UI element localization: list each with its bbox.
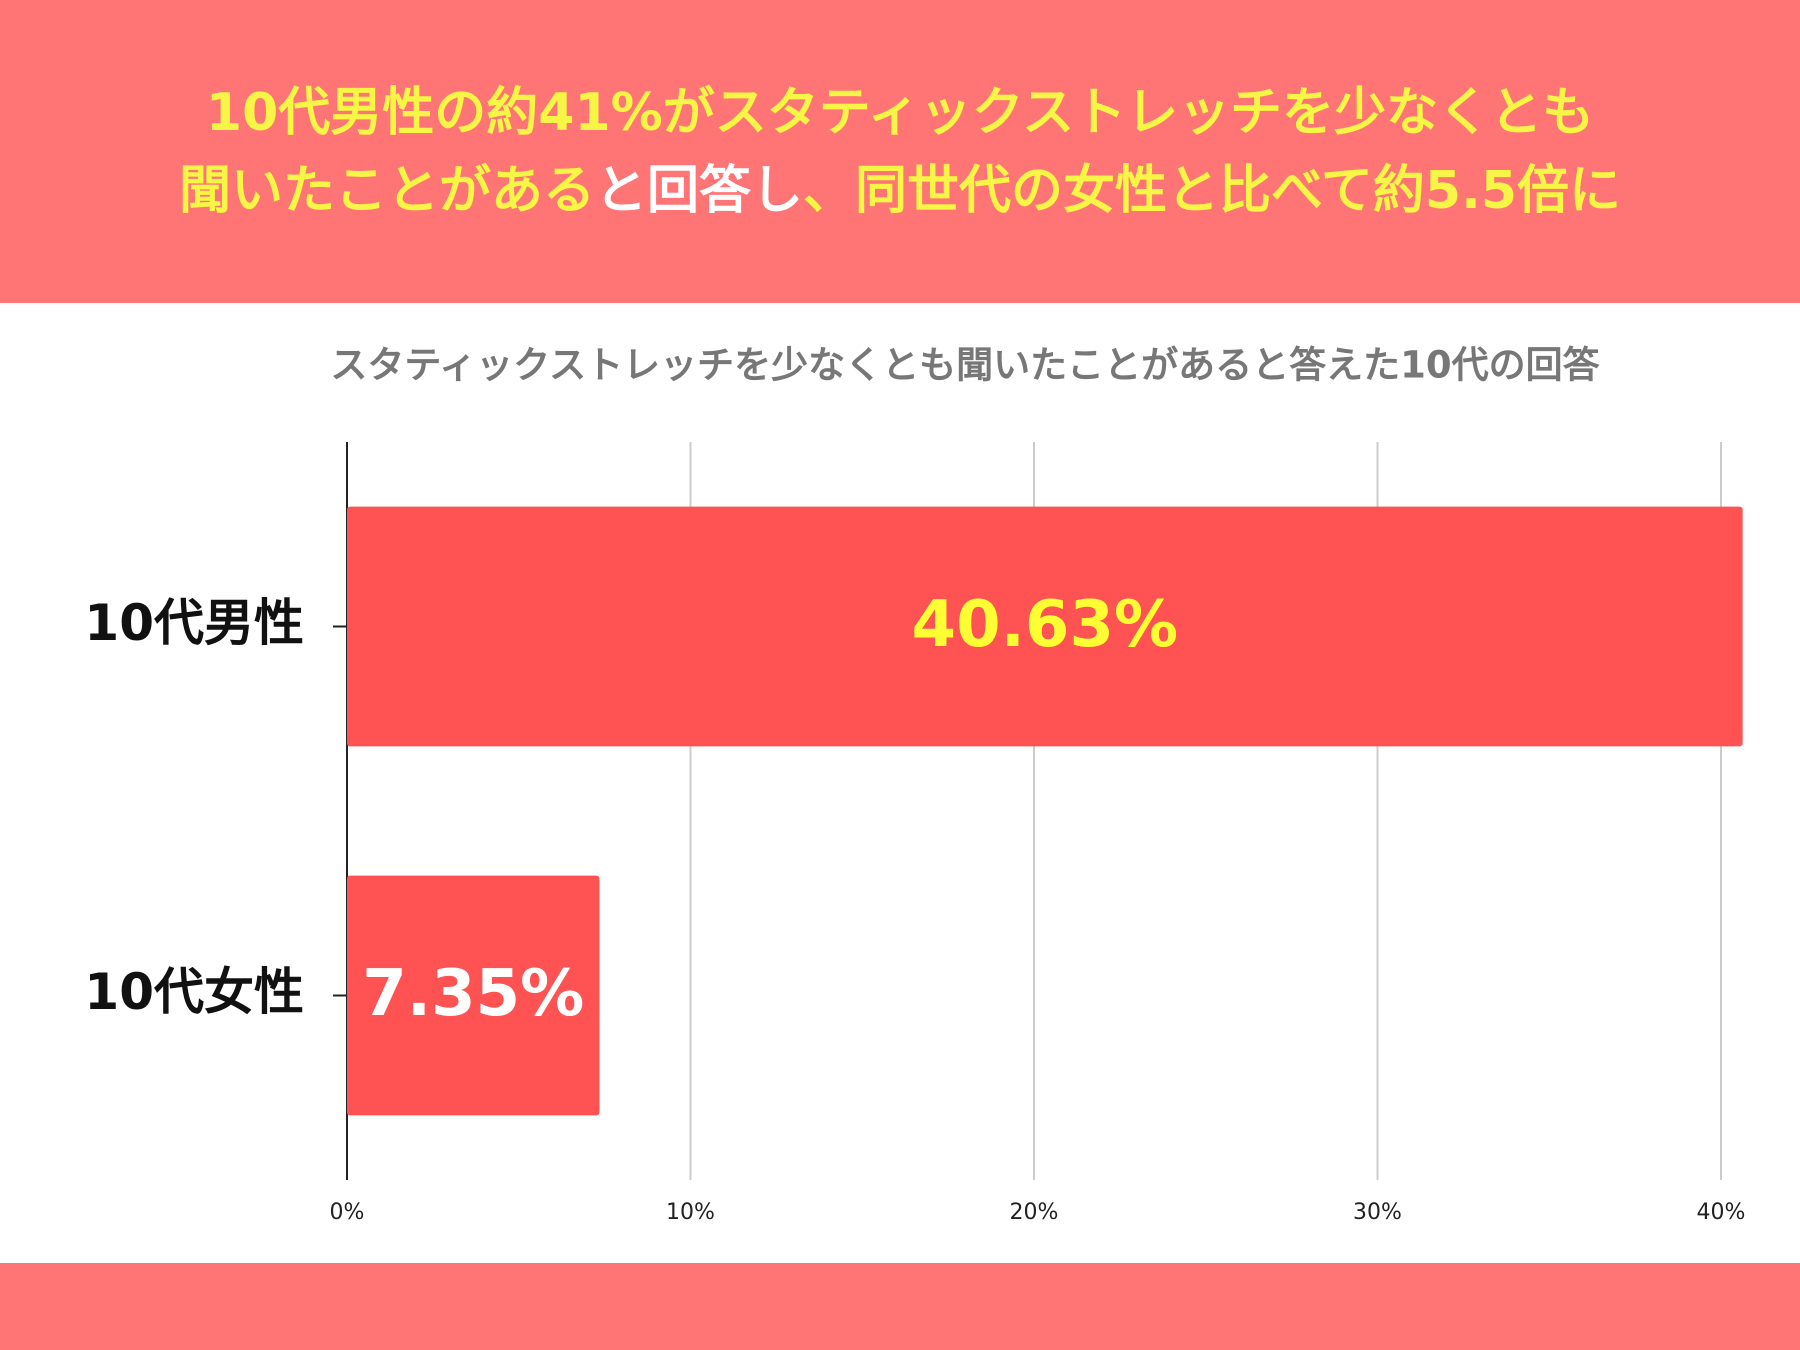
y-tick-label: 10代女性 bbox=[84, 963, 304, 1021]
data-label: 7.35% bbox=[362, 957, 584, 1031]
header-text: と回答し bbox=[594, 160, 803, 221]
header-text: 10代男性の約41%がスタティックストレッチを少なくとも bbox=[205, 82, 1595, 143]
x-tick-label: 10% bbox=[666, 1200, 715, 1225]
header-text: 、同世代の女性と比べて約5.5倍に bbox=[802, 160, 1622, 221]
y-tick-label: 10代男性 bbox=[84, 594, 304, 652]
data-label: 40.63% bbox=[912, 588, 1179, 662]
footer bbox=[0, 1263, 1800, 1350]
x-tick-label: 0% bbox=[330, 1200, 365, 1225]
x-tick-label: 30% bbox=[1353, 1200, 1402, 1225]
header-line: 10代男性の約41%がスタティックストレッチを少なくとも bbox=[206, 74, 1594, 152]
header-text: 聞いたことがある bbox=[178, 160, 595, 221]
x-tick-label: 40% bbox=[1697, 1200, 1746, 1225]
x-tick-label: 20% bbox=[1010, 1200, 1059, 1225]
header-line: 聞いたことがあると回答し、同世代の女性と比べて約5.5倍に bbox=[179, 152, 1621, 230]
bar bbox=[347, 875, 600, 1116]
chart-title: スタティックストレッチを少なくとも聞いたことがあると答えた10代の回答 bbox=[330, 344, 1600, 387]
header: 10代男性の約41%がスタティックストレッチを少なくとも聞いたことがあると回答し… bbox=[0, 0, 1800, 303]
bar bbox=[347, 506, 1743, 747]
